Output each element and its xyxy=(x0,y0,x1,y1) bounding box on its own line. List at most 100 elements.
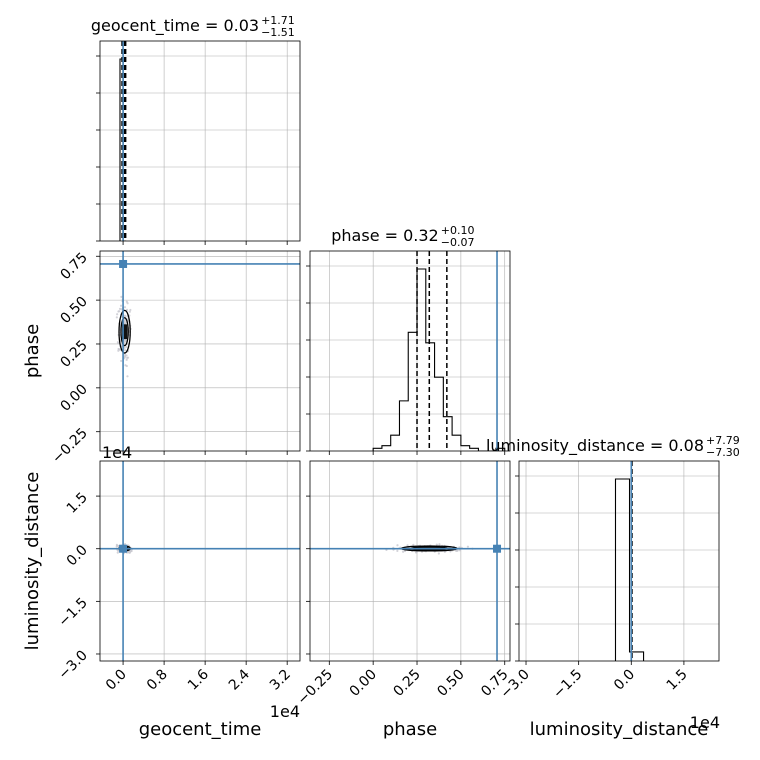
panel-title-phase: phase = 0.32 +0.10−0.07 xyxy=(331,224,474,249)
panel-frame xyxy=(309,460,511,662)
panel-frame xyxy=(99,40,301,242)
sample-point xyxy=(115,316,118,319)
y-tick-label: −1.5 xyxy=(55,595,90,630)
offset-label: 1e4 xyxy=(270,702,300,721)
x-tick-label: 0.00 xyxy=(347,667,380,700)
sample-point xyxy=(128,551,131,554)
x-axis-label: geocent_time xyxy=(139,719,262,740)
y-tick-label: −0.25 xyxy=(49,425,91,467)
panel-plot-area xyxy=(519,461,719,661)
panel-plot-area xyxy=(310,461,510,661)
sample-point xyxy=(437,552,440,555)
corner-layer xyxy=(96,40,720,665)
sample-point xyxy=(125,308,129,311)
y-tick-label: 0.0 xyxy=(64,542,91,569)
sample-point xyxy=(125,300,128,303)
x-tick-label: 0.50 xyxy=(434,667,467,700)
panel-frame xyxy=(99,460,301,662)
sample-point xyxy=(466,545,470,548)
y-tick-label: −3.0 xyxy=(55,647,90,682)
sample-point xyxy=(123,347,126,350)
panel-frame xyxy=(309,250,511,452)
y-axis-label: phase xyxy=(22,324,43,378)
sample-point xyxy=(414,551,418,554)
sample-point xyxy=(126,375,129,378)
panel-plot-area xyxy=(100,251,300,451)
panel-title-upper-error: +0.10 xyxy=(441,224,475,237)
sample-point xyxy=(129,308,132,312)
sample-point xyxy=(412,543,415,547)
x-tick-label: 0.8 xyxy=(144,667,171,694)
sample-point xyxy=(124,364,127,367)
y-tick-label: 0.75 xyxy=(57,250,90,283)
panel-luminosity_distance-vs-luminosity_distance xyxy=(515,460,720,665)
panel-title-geocent_time: geocent_time = 0.03 +1.71−1.51 xyxy=(91,14,295,39)
sample-point xyxy=(438,543,441,546)
panel-frame xyxy=(99,250,301,452)
histogram-phase xyxy=(372,268,506,451)
sample-point xyxy=(401,550,405,553)
sample-point xyxy=(128,310,131,313)
panel-title-lower-error: −7.30 xyxy=(706,446,740,459)
sample-point xyxy=(125,358,128,361)
panel-geocent_time-vs-geocent_time xyxy=(96,40,301,245)
sample-point xyxy=(116,313,119,316)
sample-point xyxy=(458,549,461,552)
panel-frame xyxy=(518,460,720,662)
sample-point xyxy=(124,349,127,352)
sample-point xyxy=(118,348,122,351)
sample-point xyxy=(117,349,120,352)
x-tick-label: 1.5 xyxy=(664,667,691,694)
truth-marker xyxy=(119,544,128,553)
truth-marker xyxy=(119,259,128,268)
sample-point xyxy=(455,549,458,553)
panel-title-lower-error: −1.51 xyxy=(261,26,295,39)
x-tick-label: −1.5 xyxy=(550,667,585,702)
panel-luminosity_distance-vs-geocent_time xyxy=(96,460,301,665)
y-tick-label: 1.5 xyxy=(64,490,91,517)
panel-plot-area xyxy=(100,461,300,661)
panel-title-luminosity_distance: luminosity_distance = 0.08 +7.79−7.30 xyxy=(486,434,740,459)
sample-point xyxy=(125,354,128,357)
x-tick-label: −0.25 xyxy=(294,667,336,709)
sample-point xyxy=(435,543,438,546)
panel-title-upper-error: +1.71 xyxy=(261,14,295,27)
x-tick-label: 1.6 xyxy=(185,666,212,693)
panel-plot-area xyxy=(310,251,510,451)
x-tick-label: 3.2 xyxy=(267,667,294,694)
x-tick-label: 2.4 xyxy=(226,666,253,693)
panel-luminosity_distance-vs-phase xyxy=(306,460,511,665)
panel-title-text: luminosity_distance = 0.08 xyxy=(486,436,704,456)
panel-title-text: geocent_time = 0.03 xyxy=(91,16,259,36)
panel-plot-area xyxy=(100,41,300,241)
sample-point xyxy=(117,310,120,313)
sample-point xyxy=(119,304,123,307)
sample-point xyxy=(123,319,126,322)
contour-inner xyxy=(120,317,129,347)
sample-point xyxy=(396,549,399,552)
panel-title-text: phase = 0.32 xyxy=(331,226,438,245)
offset-label: 1e4 xyxy=(690,713,720,732)
y-tick-label: 0.25 xyxy=(57,337,90,370)
y-axis-label: luminosity_distance xyxy=(22,472,43,651)
x-tick-label: 0.25 xyxy=(390,667,423,700)
x-axis-label: phase xyxy=(383,719,437,740)
sample-point xyxy=(116,341,119,344)
sample-point xyxy=(396,544,399,547)
density-core xyxy=(121,324,128,340)
sample-point xyxy=(116,544,119,547)
x-tick-label: 0.0 xyxy=(611,667,638,694)
sample-point xyxy=(120,359,123,363)
x-tick-label: 0.0 xyxy=(103,667,130,694)
sample-point xyxy=(126,356,130,359)
sample-point xyxy=(123,306,127,309)
sample-point xyxy=(116,551,119,554)
sample-point xyxy=(125,345,128,348)
sample-point xyxy=(118,307,122,310)
sample-point xyxy=(120,295,123,298)
panel-phase-vs-phase xyxy=(306,250,511,455)
panel-phase-vs-geocent_time xyxy=(96,250,301,455)
truth-marker xyxy=(493,544,502,553)
panel-title-upper-error: +7.79 xyxy=(706,434,740,447)
